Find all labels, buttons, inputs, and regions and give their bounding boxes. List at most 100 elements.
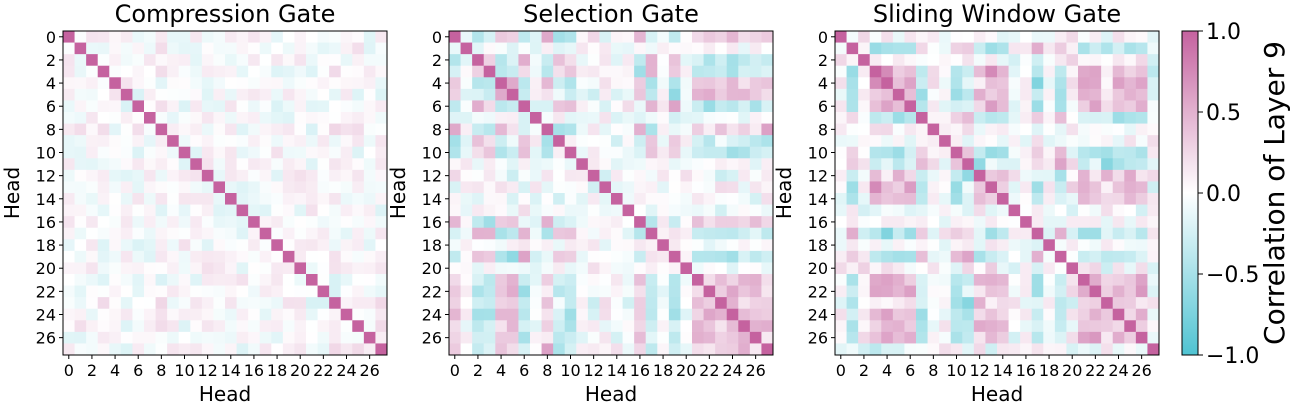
x-tick-label: 20 bbox=[290, 361, 310, 380]
heatmap-cell bbox=[1101, 88, 1114, 101]
heatmap-cell bbox=[449, 54, 461, 67]
heatmap-cell bbox=[892, 169, 905, 182]
heatmap-cell bbox=[144, 158, 156, 171]
heatmap-cell bbox=[1066, 65, 1079, 78]
heatmap-cell bbox=[1066, 112, 1079, 124]
heatmap-cell bbox=[282, 216, 295, 229]
heatmap-cell bbox=[74, 320, 87, 333]
heatmap-cell bbox=[271, 42, 284, 55]
heatmap-cell bbox=[703, 308, 716, 321]
heatmap-cell bbox=[962, 204, 975, 217]
heatmap-cell bbox=[553, 65, 566, 78]
heatmap-cell bbox=[692, 274, 704, 286]
heatmap-cell bbox=[306, 262, 318, 275]
heatmap-cell bbox=[340, 88, 353, 101]
heatmap-cell bbox=[599, 77, 612, 90]
heatmap-cell bbox=[352, 216, 365, 229]
heatmap-cell bbox=[715, 239, 728, 252]
heatmap-cell bbox=[1078, 285, 1090, 298]
heatmap-cell bbox=[1031, 100, 1044, 113]
heatmap-cell bbox=[74, 216, 87, 229]
heatmap-cell bbox=[869, 331, 882, 344]
heatmap-cell bbox=[1089, 216, 1102, 229]
heatmap-cell bbox=[541, 320, 554, 333]
heatmap-cell bbox=[248, 308, 261, 321]
heatmap-cell bbox=[738, 77, 751, 90]
heatmap-cell bbox=[939, 123, 952, 136]
heatmap-cell bbox=[657, 123, 670, 136]
heatmap-cell bbox=[201, 227, 214, 240]
heatmap-cell bbox=[236, 193, 249, 205]
heatmap-cell bbox=[715, 308, 728, 321]
heatmap-cell bbox=[306, 297, 318, 310]
heatmap-cell bbox=[97, 54, 110, 67]
heatmap-cell bbox=[375, 216, 388, 229]
x-tick-label: 24 bbox=[722, 361, 742, 380]
heatmap-cell bbox=[225, 100, 237, 113]
heatmap-cell bbox=[495, 123, 508, 136]
heatmap-cell bbox=[1020, 123, 1033, 136]
heatmap-cell bbox=[236, 146, 249, 159]
heatmap-cell bbox=[1054, 123, 1067, 136]
heatmap-cell bbox=[973, 250, 986, 263]
heatmap-cell bbox=[190, 343, 203, 356]
heatmap-cell bbox=[74, 158, 87, 171]
heatmap-cell bbox=[962, 331, 975, 344]
heatmap-cell bbox=[950, 31, 963, 43]
heatmap-cell bbox=[846, 77, 859, 90]
heatmap-cell bbox=[190, 181, 203, 194]
heatmap-cell bbox=[375, 77, 388, 90]
heatmap-cell bbox=[306, 54, 318, 67]
heatmap-cell bbox=[340, 216, 353, 229]
heatmap-cell bbox=[1101, 274, 1114, 286]
heatmap-cell bbox=[1031, 135, 1044, 148]
heatmap-cell bbox=[86, 250, 99, 263]
heatmap-cell bbox=[1089, 262, 1102, 275]
heatmap-cell bbox=[541, 88, 554, 101]
heatmap-cell bbox=[167, 169, 180, 182]
heatmap-cell bbox=[97, 343, 110, 356]
heatmap-cell bbox=[668, 216, 681, 229]
heatmap-cell bbox=[715, 216, 728, 229]
heatmap-cell bbox=[1043, 285, 1056, 298]
heatmap-cell bbox=[363, 169, 376, 182]
heatmap-cell bbox=[1089, 31, 1102, 43]
heatmap-cell bbox=[1078, 54, 1090, 67]
heatmap-cell bbox=[449, 181, 461, 194]
heatmap-panels: Compression Gate002244668810101212141416… bbox=[0, 0, 1160, 406]
heatmap-cell bbox=[858, 42, 871, 55]
heatmap-cell bbox=[1031, 77, 1044, 90]
heatmap-cell bbox=[317, 297, 330, 310]
heatmap-cell bbox=[668, 343, 681, 356]
heatmap-cell bbox=[306, 77, 318, 90]
heatmap-cell bbox=[634, 262, 647, 275]
heatmap-cell bbox=[692, 320, 704, 333]
heatmap-cell bbox=[927, 135, 940, 148]
heatmap-cell bbox=[846, 285, 859, 298]
heatmap-cell bbox=[294, 146, 307, 159]
heatmap-cell bbox=[190, 123, 203, 136]
heatmap-cell bbox=[858, 297, 871, 310]
heatmap-cell bbox=[340, 285, 353, 298]
heatmap-cell bbox=[962, 239, 975, 252]
heatmap-cell bbox=[950, 285, 963, 298]
heatmap-cell bbox=[881, 42, 894, 55]
heatmap-cell bbox=[564, 146, 577, 159]
heatmap-cell bbox=[1078, 331, 1090, 344]
heatmap-cell bbox=[63, 343, 75, 356]
heatmap-cell bbox=[668, 88, 681, 101]
heatmap-cell bbox=[248, 274, 261, 286]
heatmap-cell bbox=[1020, 88, 1033, 101]
colorbar-tick-label: 0.0 bbox=[1206, 182, 1241, 207]
heatmap-cell bbox=[329, 54, 342, 67]
heatmap-cell bbox=[225, 123, 237, 136]
heatmap-cell bbox=[761, 42, 774, 55]
heatmap-cell bbox=[916, 320, 928, 333]
heatmap-cell bbox=[120, 169, 133, 182]
heatmap-cell bbox=[668, 77, 681, 90]
heatmap-cell bbox=[881, 262, 894, 275]
heatmap-cell bbox=[973, 204, 986, 217]
heatmap-cell bbox=[985, 169, 998, 182]
